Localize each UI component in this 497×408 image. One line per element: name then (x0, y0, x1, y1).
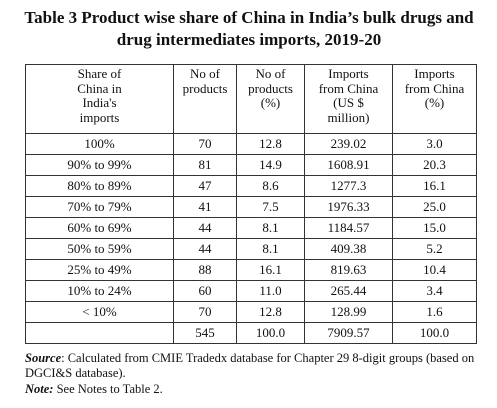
table-cell: 70 (173, 133, 237, 155)
table-cell: 47 (173, 175, 237, 197)
table-header: Share of China in India's imports No of produ… (25, 64, 477, 134)
column-header-line: Imports (414, 66, 455, 81)
table-cell: 8.6 (236, 175, 305, 197)
column-header-line: products (182, 80, 228, 96)
table-cell: 3.4 (392, 280, 477, 302)
table-cell: 20.3 (392, 154, 477, 176)
notes-line: Note: See Notes to Table 2. (25, 382, 485, 397)
table-cell: 3.0 (392, 133, 477, 155)
table-cell: 409.38 (304, 238, 393, 260)
table-cell: 44 (173, 217, 237, 239)
table-row: 80% to 89% 47 8.6 1277.3 16.1 (25, 175, 477, 197)
table-row: 70% to 79% 41 7.5 1976.33 25.0 (25, 196, 477, 218)
column-header: No of products (%) (236, 64, 305, 134)
table-cell: 16.1 (236, 259, 305, 281)
table-row: 545 100.0 7909.57 100.0 (25, 322, 477, 344)
column-header: No of products (173, 64, 237, 134)
table-cell: 11.0 (236, 280, 305, 302)
table-cell: < 10% (25, 301, 174, 323)
table-cell (25, 322, 174, 344)
table-cell: 128.99 (304, 301, 393, 323)
column-header-line: products (248, 80, 293, 96)
table-cell: 265.44 (304, 280, 393, 302)
table-cell: 100.0 (236, 322, 305, 344)
table-title: Table 3 Product wise share of China in I… (14, 7, 484, 51)
table-row: 25% to 49% 88 16.1 819.63 10.4 (25, 259, 477, 281)
table-cell: 81 (173, 154, 237, 176)
table-row: 100% 70 12.8 239.02 3.0 (25, 133, 477, 155)
column-header: Share of China in India's imports (25, 64, 174, 134)
column-header: Imports from China (%) (392, 64, 477, 134)
table-body: 100% 70 12.8 239.02 3.0 90% to 99% 81 14.9 1608.… (25, 133, 477, 344)
note-text: See Notes to Table 2. (53, 382, 163, 396)
table-cell: 80% to 89% (25, 175, 174, 197)
table-cell: 16.1 (392, 175, 477, 197)
table-cell: 7.5 (236, 196, 305, 218)
column-header-line: Share of (77, 66, 122, 81)
column-header-line: from China (404, 80, 465, 96)
table-cell: 8.1 (236, 238, 305, 260)
source-text: : Calculated from CMIE Tradedx database … (25, 351, 475, 380)
table-cell: 100.0 (392, 322, 477, 344)
table-cell: 8.1 (236, 217, 305, 239)
column-header-line: million) (327, 109, 370, 125)
column-header-line: China in (77, 80, 122, 96)
title-line-2: drug intermediates imports, 2019-20 (116, 30, 382, 49)
table-row: < 10% 70 12.8 128.99 1.6 (25, 301, 477, 323)
table-cell: 10.4 (392, 259, 477, 281)
table-cell: 7909.57 (304, 322, 393, 344)
table-cell: 100% (25, 133, 174, 155)
table-cell: 12.8 (236, 133, 305, 155)
column-header-line: No of (255, 66, 286, 81)
table-cell: 1608.91 (304, 154, 393, 176)
table-cell: 819.63 (304, 259, 393, 281)
column-header-line: imports (79, 109, 120, 125)
title-line-1: Table 3 Product wise share of China in I… (24, 8, 474, 27)
table-cell: 44 (173, 238, 237, 260)
table-cell: 10% to 24% (25, 280, 174, 302)
column-header-line: India's (82, 95, 117, 110)
table-cell: 14.9 (236, 154, 305, 176)
table-cell: 5.2 (392, 238, 477, 260)
table-cell: 1976.33 (304, 196, 393, 218)
table-cell: 90% to 99% (25, 154, 174, 176)
column-header: Imports from China (US $ million) (304, 64, 393, 134)
table-cell: 1.6 (392, 301, 477, 323)
table-cell: 25% to 49% (25, 259, 174, 281)
table-cell: 60 (173, 280, 237, 302)
column-header-line: Imports (328, 66, 369, 81)
table-cell: 15.0 (392, 217, 477, 239)
table-cell: 1184.57 (304, 217, 393, 239)
table-row: 60% to 69% 44 8.1 1184.57 15.0 (25, 217, 477, 239)
column-header-line: (%) (260, 95, 281, 110)
column-header-line: (US $ (333, 95, 364, 110)
table-cell: 88 (173, 259, 237, 281)
table-row: 50% to 59% 44 8.1 409.38 5.2 (25, 238, 477, 260)
table-cell: 60% to 69% (25, 217, 174, 239)
source-note: Source: Calculated from CMIE Tradedx dat… (25, 351, 485, 381)
note-label: Note: (25, 382, 54, 396)
table-cell: 70% to 79% (25, 196, 174, 218)
table-row: 90% to 99% 81 14.9 1608.91 20.3 (25, 154, 477, 176)
table-cell: 41 (173, 196, 237, 218)
column-header-line: from China (318, 80, 379, 96)
table-cell: 25.0 (392, 196, 477, 218)
column-header-line: No of (190, 66, 220, 81)
table-cell: 70 (173, 301, 237, 323)
table-cell: 239.02 (304, 133, 393, 155)
header-row: Share of China in India's imports No of produ… (25, 64, 477, 134)
table-cell: 12.8 (236, 301, 305, 323)
source-label: Source (25, 351, 62, 365)
data-table: Share of China in India's imports No of produ… (25, 64, 477, 344)
table-cell: 545 (173, 322, 237, 344)
column-header-line: (%) (424, 95, 445, 110)
table-row: 10% to 24% 60 11.0 265.44 3.4 (25, 280, 477, 302)
table-cell: 1277.3 (304, 175, 393, 197)
table-cell: 50% to 59% (25, 238, 174, 260)
